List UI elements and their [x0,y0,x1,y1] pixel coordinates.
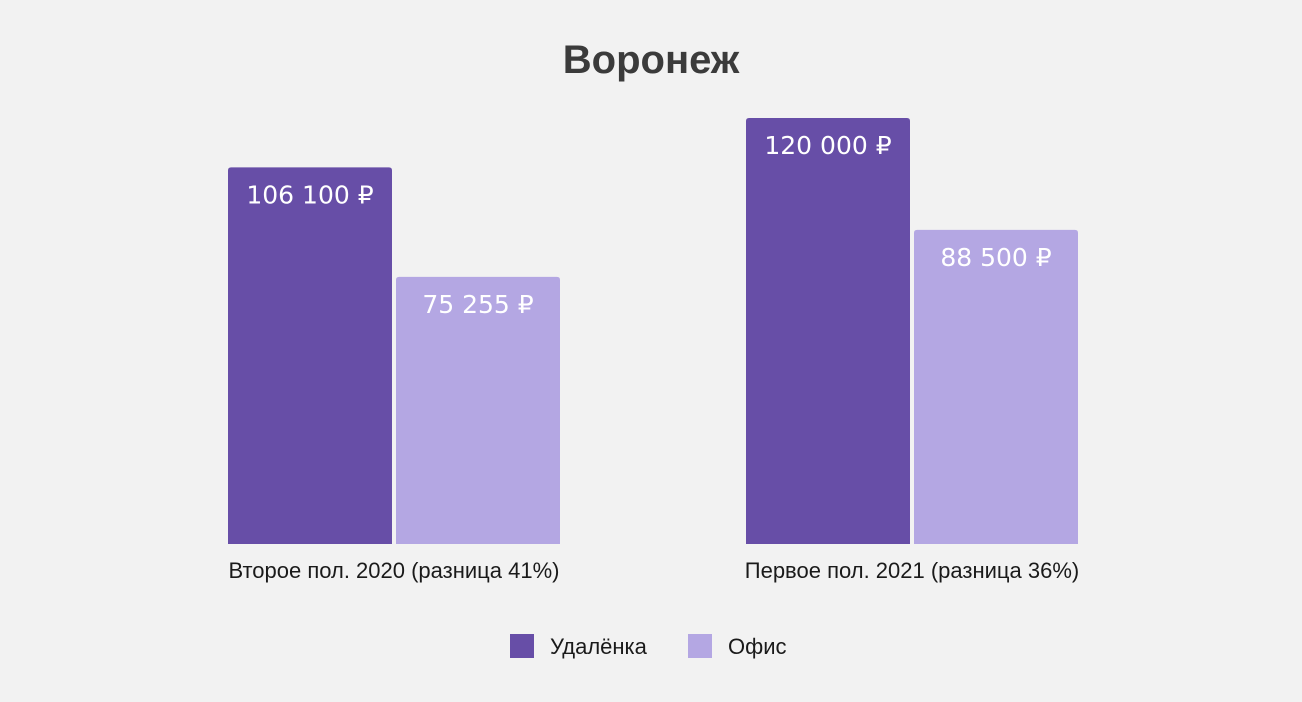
bar-value-label: 120 000 ₽ [764,131,891,160]
legend-swatch-office [688,634,712,658]
bars-group [228,118,1078,544]
category-label: Первое пол. 2021 (разница 36%) [745,558,1079,583]
legend-label-office: Офис [728,634,787,659]
bar-value-label: 106 100 ₽ [246,180,373,209]
bar-value-label: 75 255 ₽ [422,290,533,319]
category-labels-group: Второе пол. 2020 (разница 41%) Первое пол… [229,558,1080,583]
legend: Удалёнка Офис [510,634,787,659]
bar-office-1 [914,229,1078,544]
bar-office-0 [396,276,560,544]
chart-title: Воронеж [563,38,740,82]
bar-labels-group: 106 100 ₽ 75 255 ₽ 120 000 ₽ 88 500 ₽ [246,131,1051,319]
bar-remote-0 [228,167,392,544]
bar-remote-1 [746,118,910,544]
legend-swatch-remote [510,634,534,658]
bar-value-label: 88 500 ₽ [940,243,1051,272]
legend-label-remote: Удалёнка [550,634,648,659]
category-label: Второе пол. 2020 (разница 41%) [229,558,560,583]
